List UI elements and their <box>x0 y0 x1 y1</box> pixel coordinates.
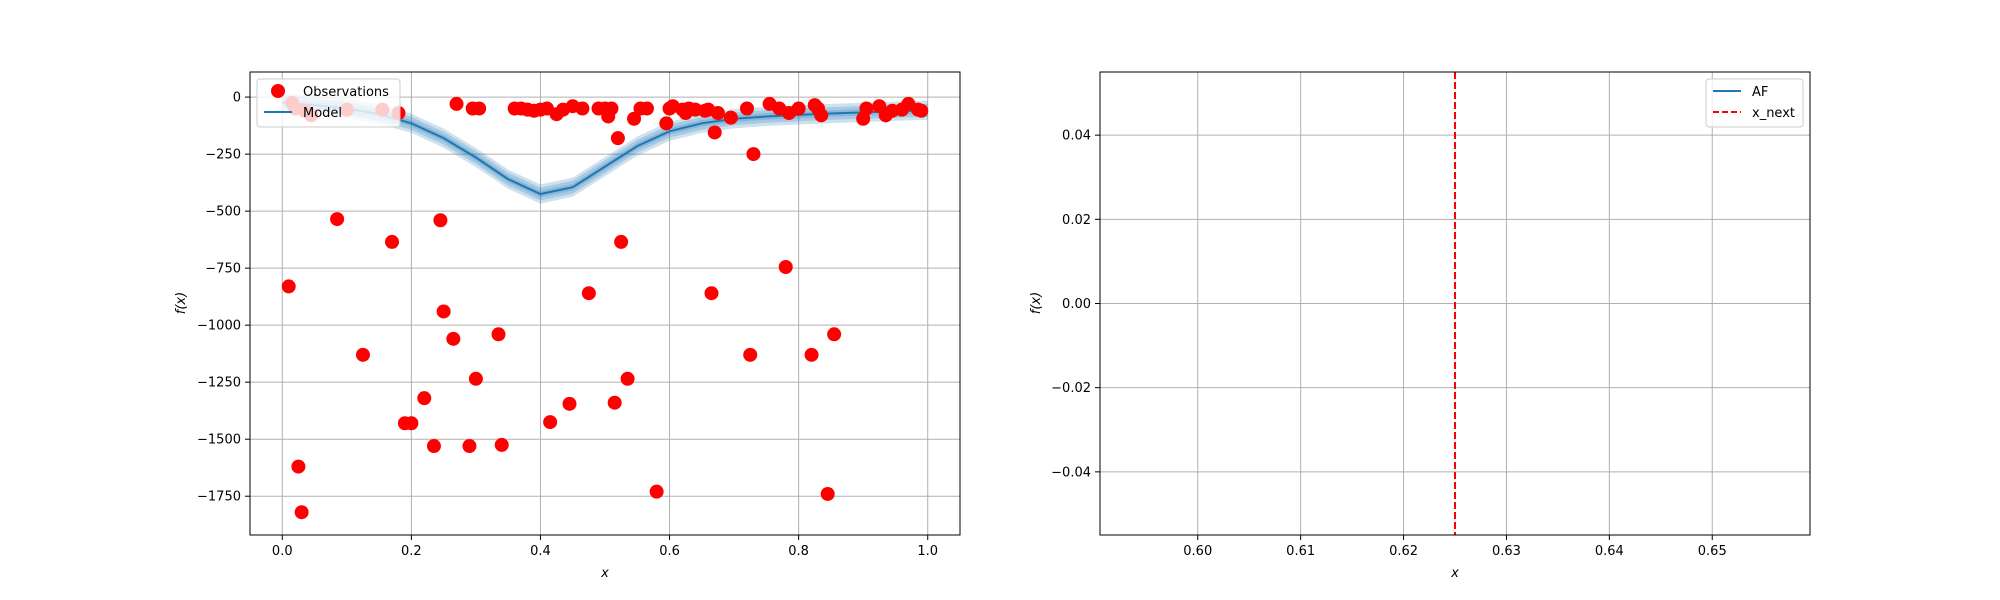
observation-point <box>804 347 819 362</box>
chart-acquisition-function: 0.60 0.61 0.62 0.63 0.64 0.65 0.04 0.02 0.00 −0.… <box>1029 71 1811 581</box>
observation-point <box>291 459 306 474</box>
observation-point <box>704 286 719 301</box>
legend-observations-label: Observations <box>303 85 389 100</box>
y-tick-label: 0.02 <box>1062 213 1091 228</box>
observation-point <box>610 131 625 146</box>
observation-point <box>604 101 619 116</box>
observation-point <box>820 486 835 501</box>
y-tick-label: −1750 <box>197 490 241 505</box>
observation-point <box>433 213 448 228</box>
x-tick-label: 0.4 <box>530 544 551 559</box>
y-tick-label: −500 <box>205 205 241 220</box>
y-axis-ticks: 0 −250 −500 −750 −1000 −1250 −1500 −1750 <box>197 91 250 505</box>
x-axis-ticks: 0.60 0.61 0.62 0.63 0.64 0.65 <box>1183 535 1727 559</box>
observation-point <box>743 347 758 362</box>
y-axis-label: f(x) <box>1029 292 1044 314</box>
observation-point <box>385 234 399 249</box>
legend-box <box>256 78 401 128</box>
x-tick-label: 0.8 <box>788 544 809 559</box>
y-tick-label: 0 <box>233 91 241 106</box>
plot-area <box>250 72 960 535</box>
y-axis-ticks: 0.04 0.02 0.00 −0.02 −0.04 <box>1051 129 1100 480</box>
y-tick-label: −1250 <box>197 376 241 391</box>
observation-point <box>914 103 929 118</box>
y-tick-label: −750 <box>205 262 241 277</box>
observation-point <box>859 101 874 116</box>
x-tick-label: 0.2 <box>401 544 422 559</box>
legend-x-next-label: x_next <box>1752 106 1795 121</box>
observation-point <box>620 371 635 386</box>
observation-point <box>404 416 419 431</box>
observation-point <box>472 101 487 116</box>
y-tick-label: −1500 <box>197 433 241 448</box>
x-tick-label: 0.64 <box>1595 544 1624 559</box>
y-tick-label: −0.04 <box>1051 465 1091 480</box>
observation-point <box>814 108 829 123</box>
observation-point <box>562 396 577 411</box>
observation-point <box>581 286 596 301</box>
observation-point <box>746 147 761 162</box>
observation-point <box>417 391 432 406</box>
grid <box>250 72 960 535</box>
x-tick-label: 1.0 <box>917 544 938 559</box>
observation-point <box>575 101 590 116</box>
observation-point <box>778 260 793 275</box>
observation-point <box>281 279 296 294</box>
x-tick-label: 0.65 <box>1698 544 1727 559</box>
observation-point <box>649 484 664 499</box>
legend: AF x_next <box>1705 78 1804 128</box>
x-tick-label: 0.0 <box>272 544 293 559</box>
x-axis-label: x <box>600 566 609 581</box>
plot-frame <box>249 71 961 536</box>
y-tick-label: −1000 <box>197 319 241 334</box>
observation-point <box>659 116 674 131</box>
observation-point <box>446 331 461 346</box>
y-tick-label: 0.04 <box>1062 129 1091 144</box>
observation-point <box>355 347 370 362</box>
legend-observations-marker <box>271 84 285 98</box>
observation-point <box>330 212 345 227</box>
observation-point <box>710 106 725 121</box>
observation-point <box>723 110 738 125</box>
legend: Observations Model <box>256 78 401 128</box>
legend-af-label: AF <box>1752 85 1768 100</box>
x-tick-label: 0.63 <box>1492 544 1521 559</box>
y-axis-label: f(x) <box>174 292 189 314</box>
observation-point <box>462 439 477 454</box>
x-tick-label: 0.61 <box>1286 544 1315 559</box>
x-tick-label: 0.60 <box>1183 544 1212 559</box>
observation-point <box>494 437 509 452</box>
observation-point <box>627 111 642 126</box>
observation-point <box>426 439 441 454</box>
observation-point <box>294 505 309 520</box>
y-tick-label: −250 <box>205 148 241 163</box>
x-axis-ticks: 0.0 0.2 0.4 0.6 0.8 1.0 <box>272 535 938 559</box>
x-tick-label: 0.6 <box>659 544 680 559</box>
observation-point <box>491 327 506 342</box>
y-tick-label: −0.02 <box>1051 381 1091 396</box>
observation-point <box>791 101 806 116</box>
y-tick-label: 0.00 <box>1062 297 1091 312</box>
observation-point <box>449 96 464 111</box>
observation-point <box>740 101 754 116</box>
observation-point <box>639 101 654 116</box>
model-band-layer <box>282 93 928 204</box>
observation-point <box>614 234 629 249</box>
observation-point <box>543 415 558 430</box>
observation-point <box>468 371 483 386</box>
model-band-layer <box>282 96 928 201</box>
legend-model-label: Model <box>303 106 342 121</box>
observation-point <box>436 304 451 319</box>
x-axis-label: x <box>1450 566 1459 581</box>
chart-observations-model: 0.0 0.2 0.4 0.6 0.8 1.0 0 −250 −500 −750 −1000 −12… <box>174 71 961 581</box>
observation-point <box>707 125 722 140</box>
observation-point <box>607 395 622 410</box>
observation-point <box>827 327 842 342</box>
x-tick-label: 0.62 <box>1389 544 1418 559</box>
